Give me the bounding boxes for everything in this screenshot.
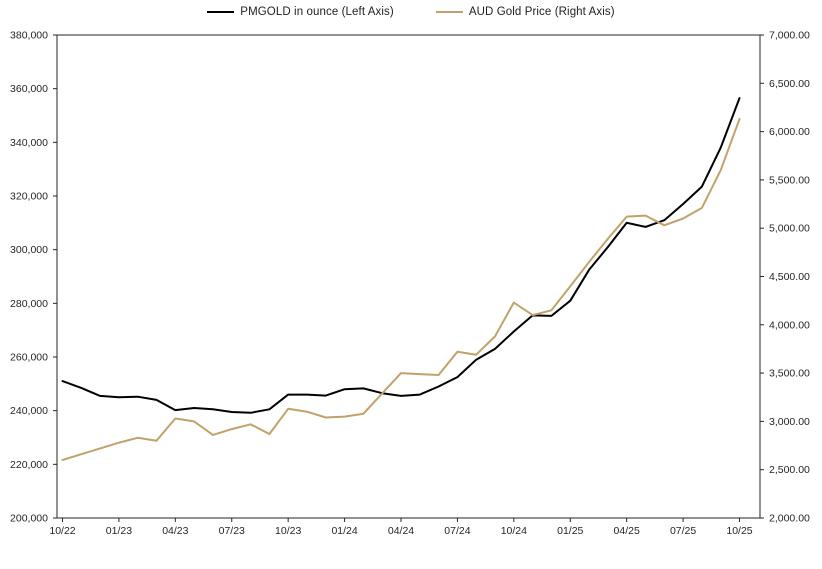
x-axis-tick-label: 07/24 [444, 525, 470, 537]
legend-item-pmgold: PMGOLD in ounce (Left Axis) [207, 6, 394, 18]
left-axis-tick-label: 260,000 [10, 352, 48, 364]
plot-border [56, 34, 761, 519]
right-axis-tick-label: 6,500.00 [769, 78, 810, 90]
right-axis-tick-label: 5,500.00 [769, 174, 810, 186]
pmgold-line-swatch [207, 11, 235, 13]
left-axis-tick-label: 300,000 [10, 244, 48, 256]
chart-legend: PMGOLD in ounce (Left Axis) AUD Gold Pri… [0, 6, 822, 18]
x-axis-tick-label: 07/25 [670, 525, 696, 537]
x-axis-tick-label: 01/25 [557, 525, 583, 537]
left-axis-tick-label: 220,000 [10, 459, 48, 471]
aud-gold-legend-label: AUD Gold Price (Right Axis) [468, 6, 615, 18]
right-axis-tick-label: 2,500.00 [769, 464, 810, 476]
legend-item-aud-gold: AUD Gold Price (Right Axis) [435, 6, 615, 18]
x-axis-tick-label: 10/25 [726, 525, 752, 537]
right-axis-tick-label: 4,000.00 [769, 319, 810, 331]
right-axis-tick-label: 6,000.00 [769, 126, 810, 138]
x-axis-tick-label: 01/24 [331, 525, 357, 537]
left-axis-tick-label: 340,000 [10, 137, 48, 149]
left-axis-tick-label: 380,000 [10, 30, 48, 42]
right-axis-tick-label: 4,500.00 [769, 271, 810, 283]
x-axis-tick-label: 10/22 [49, 525, 75, 537]
pmgold-legend-label: PMGOLD in ounce (Left Axis) [240, 6, 394, 18]
right-axis-tick-label: 3,500.00 [769, 368, 810, 380]
x-axis-tick-label: 10/24 [501, 525, 527, 537]
left-axis-tick-label: 320,000 [10, 191, 48, 203]
x-axis-tick-label: 04/24 [388, 525, 414, 537]
pmgold-series-line [61, 97, 741, 414]
aud-gold-series-line [61, 118, 741, 461]
aud-gold-line-swatch [435, 11, 463, 13]
left-axis-tick-label: 280,000 [10, 298, 48, 310]
right-axis-tick-label: 7,000.00 [769, 30, 810, 42]
right-axis-tick-label: 2,000.00 [769, 513, 810, 525]
left-axis-tick-label: 360,000 [10, 83, 48, 95]
x-axis-tick-label: 04/25 [614, 525, 640, 537]
left-axis-tick-label: 240,000 [10, 405, 48, 417]
x-axis-tick-label: 07/23 [219, 525, 245, 537]
left-axis-tick-label: 200,000 [10, 513, 48, 525]
x-axis-tick-label: 10/23 [275, 525, 301, 537]
x-axis-tick-label: 01/23 [106, 525, 132, 537]
right-axis-tick-label: 5,000.00 [769, 223, 810, 235]
right-axis-tick-label: 3,000.00 [769, 416, 810, 428]
x-axis-tick-label: 04/23 [162, 525, 188, 537]
